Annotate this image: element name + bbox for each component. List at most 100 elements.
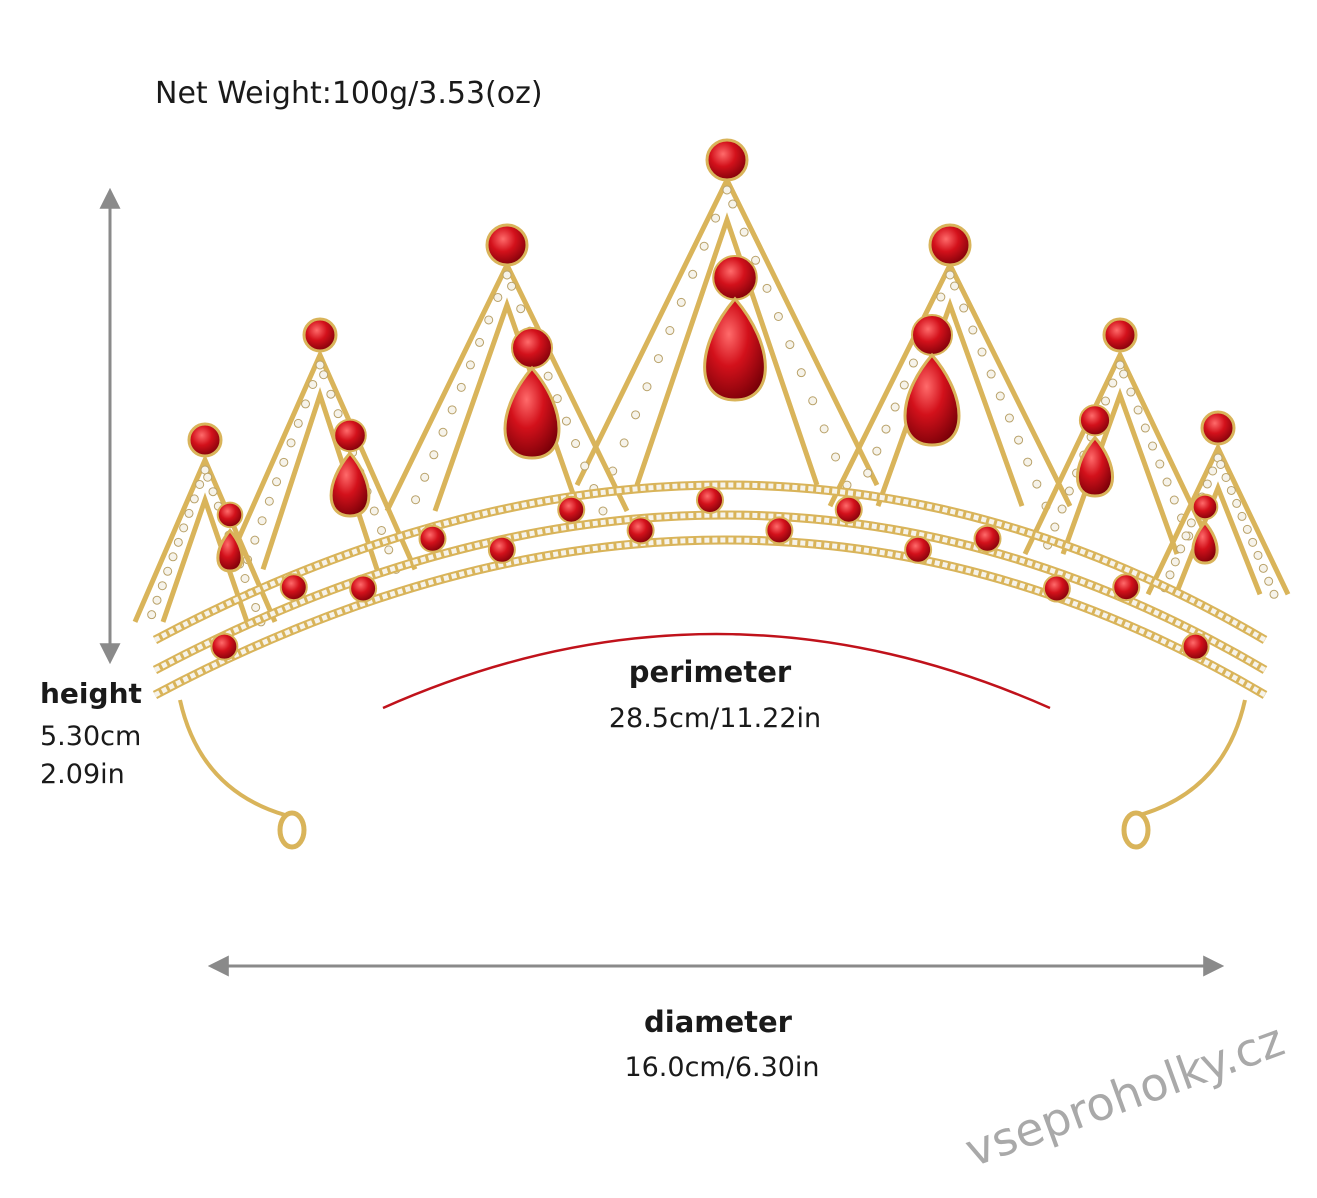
rhinestone	[968, 325, 978, 335]
rhinestone	[507, 281, 517, 291]
round-gem	[216, 501, 244, 529]
rhinestone	[986, 369, 996, 379]
rhinestone	[1050, 522, 1060, 532]
rhinestone	[1208, 466, 1218, 476]
rhinestone	[1269, 589, 1279, 599]
rhinestone	[152, 595, 162, 605]
rhinestone	[1148, 441, 1158, 451]
rhinestone	[1108, 378, 1118, 388]
round-gem	[705, 138, 749, 182]
round-gem	[928, 223, 972, 267]
rhinestone	[773, 311, 783, 321]
rhinestone	[420, 472, 430, 482]
rhinestone	[1221, 472, 1231, 482]
perimeter-arc	[382, 632, 1051, 710]
rhinestone	[1232, 498, 1242, 508]
rhinestone	[699, 241, 709, 251]
rhinestone	[561, 416, 571, 426]
rhinestone	[208, 487, 218, 497]
rhinestone	[945, 270, 955, 280]
rhinestone	[598, 506, 608, 516]
rhinestone	[1242, 524, 1252, 534]
round-gem	[302, 317, 338, 353]
teardrop-gem	[216, 528, 244, 573]
rhinestone	[251, 602, 261, 612]
round-gem	[1200, 410, 1236, 446]
rhinestone	[1181, 531, 1191, 541]
round-gem	[187, 422, 223, 458]
rhinestone	[203, 472, 213, 482]
rhinestone	[384, 545, 394, 555]
round-gem	[834, 495, 863, 524]
rhinestone	[1258, 563, 1268, 573]
rhinestone	[762, 283, 772, 293]
round-gem	[1181, 632, 1210, 661]
round-gem	[765, 516, 794, 545]
rhinestone	[240, 574, 250, 584]
rhinestone	[319, 370, 329, 380]
watermark: vseproholky.cz	[958, 1012, 1291, 1177]
rhinestone	[147, 610, 157, 620]
tiara-band-stones	[153, 537, 1267, 698]
rhinestone	[959, 303, 969, 313]
rhinestone	[631, 410, 641, 420]
rhinestone	[438, 427, 448, 437]
teardrop-gem	[329, 450, 371, 518]
rhinestone	[863, 468, 873, 478]
rhinestone	[1202, 479, 1212, 489]
rhinestone	[619, 438, 629, 448]
rhinestone	[890, 402, 900, 412]
rhinestone	[676, 297, 686, 307]
rhinestone	[163, 566, 173, 576]
rhinestone	[502, 270, 512, 280]
rhinestone	[447, 405, 457, 415]
round-gem	[279, 573, 308, 602]
rhinestone	[1253, 550, 1263, 560]
rhinestone	[484, 315, 494, 325]
tiara	[132, 138, 1291, 850]
rhinestone	[333, 409, 343, 419]
tiara-ring	[1121, 810, 1151, 850]
rhinestone	[1226, 485, 1236, 495]
rhinestone	[195, 479, 205, 489]
diameter-value: 16.0cm/6.30in	[624, 1052, 819, 1083]
rhinestone	[872, 446, 882, 456]
round-gem	[904, 535, 933, 564]
round-gem	[349, 574, 378, 603]
filigree	[132, 453, 278, 623]
rhinestone	[977, 347, 987, 357]
rhinestone	[173, 537, 183, 547]
rhinestone	[493, 292, 503, 302]
height-cm: 5.30cm	[40, 721, 141, 752]
round-gem	[210, 632, 239, 661]
rhinestone	[1140, 423, 1150, 433]
rhinestone	[580, 461, 590, 471]
rhinestone	[1101, 396, 1111, 406]
round-gem	[1112, 573, 1141, 602]
rhinestone	[264, 496, 274, 506]
rhinestone	[936, 292, 946, 302]
rhinestone	[908, 358, 918, 368]
rhinestone	[1155, 459, 1165, 469]
rhinestone	[1248, 537, 1258, 547]
round-gem	[487, 535, 516, 564]
rhinestone	[819, 424, 829, 434]
round-gem	[485, 223, 529, 267]
rhinestone	[751, 255, 761, 265]
rhinestone	[728, 199, 738, 209]
rhinestone	[301, 399, 311, 409]
rhinestone	[722, 185, 732, 195]
rhinestone	[1186, 518, 1196, 528]
rhinestone	[1126, 387, 1136, 397]
perimeter-value: 28.5cm/11.22in	[609, 703, 821, 734]
rhinestone	[279, 457, 289, 467]
round-gem	[1078, 404, 1112, 437]
rhinestone	[796, 368, 806, 378]
rhinestone	[1176, 544, 1186, 554]
filigree	[1145, 442, 1291, 596]
rhinestone	[465, 360, 475, 370]
rhinestone	[711, 213, 721, 223]
rhinestone	[543, 371, 553, 381]
